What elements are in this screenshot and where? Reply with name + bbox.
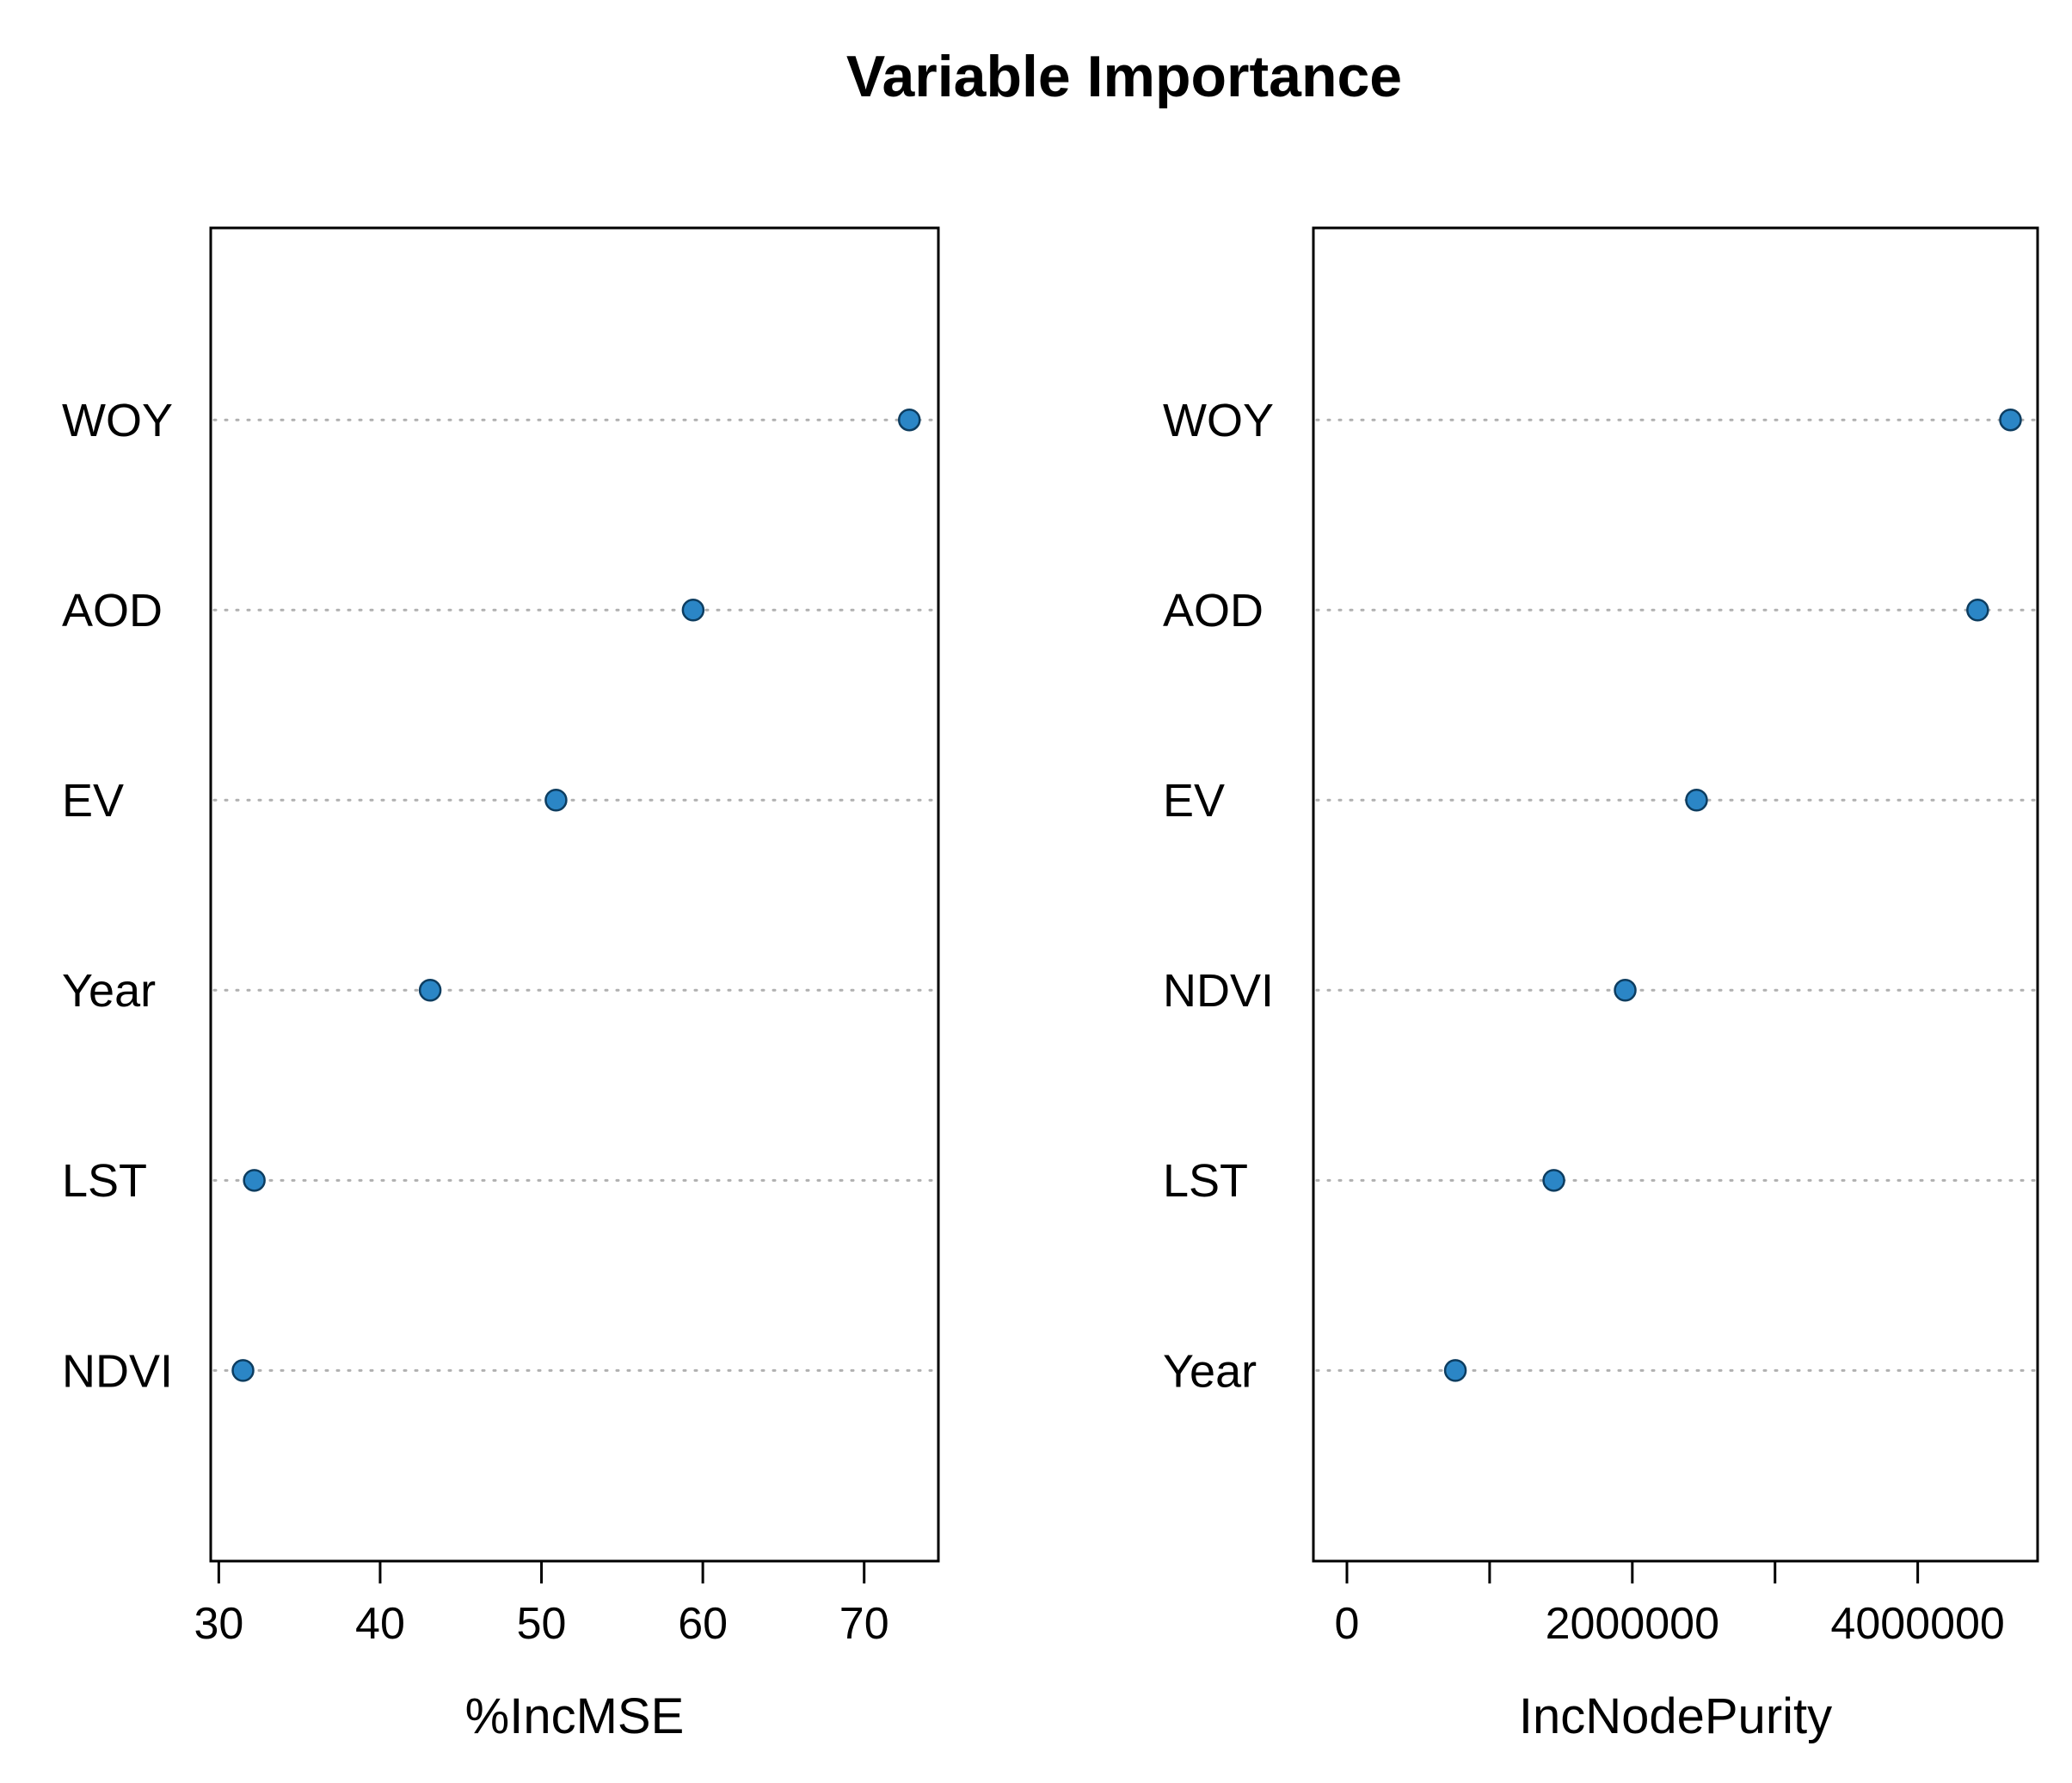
- data-point: [1685, 789, 1708, 812]
- x-axis-label: IncNodePurity: [1519, 1688, 1832, 1744]
- category-label: LST: [62, 1155, 147, 1207]
- x-tick-label: 40: [355, 1599, 405, 1649]
- data-point: [1999, 408, 2022, 432]
- category-label: LST: [1163, 1155, 1248, 1207]
- x-tick-label: 50: [517, 1599, 567, 1649]
- plot-box: [209, 226, 940, 1563]
- x-tick-label: 4000000: [1830, 1599, 2004, 1649]
- panel-1: WOY AOD EV NDVI LST Year 0 2000000 4000000 IncNod…: [1163, 226, 2039, 1744]
- data-point: [243, 1169, 266, 1192]
- data-point: [1614, 979, 1637, 1002]
- data-point: [897, 408, 921, 432]
- category-label: AOD: [1163, 585, 1263, 636]
- category-label: AOD: [62, 585, 163, 636]
- category-label: WOY: [62, 395, 173, 446]
- category-label: WOY: [1163, 395, 1274, 446]
- category-label: Year: [62, 965, 156, 1017]
- category-label: EV: [1163, 775, 1225, 827]
- data-point: [1443, 1359, 1467, 1382]
- x-tick-label: 70: [839, 1599, 889, 1649]
- data-point: [1966, 598, 1989, 622]
- category-label: EV: [62, 775, 124, 827]
- x-tick-label: 30: [194, 1599, 243, 1649]
- data-point: [681, 598, 705, 622]
- data-point: [418, 979, 442, 1002]
- panel-0: WOY AOD EV Year LST NDVI 30 40 50 60 70 %IncMSE: [62, 226, 940, 1744]
- data-point: [231, 1359, 255, 1382]
- category-label: Year: [1163, 1345, 1257, 1397]
- data-point: [544, 789, 568, 812]
- data-point: [1542, 1169, 1565, 1192]
- plot-box: [1312, 226, 2039, 1563]
- x-tick-label: 0: [1335, 1599, 1360, 1649]
- x-axis-label: %IncMSE: [465, 1688, 685, 1744]
- chart-title: Variable Importance: [845, 44, 1403, 109]
- x-tick-label: 60: [678, 1599, 728, 1649]
- category-label: NDVI: [62, 1345, 173, 1397]
- category-label: NDVI: [1163, 965, 1274, 1017]
- x-tick-label: 2000000: [1546, 1599, 1719, 1649]
